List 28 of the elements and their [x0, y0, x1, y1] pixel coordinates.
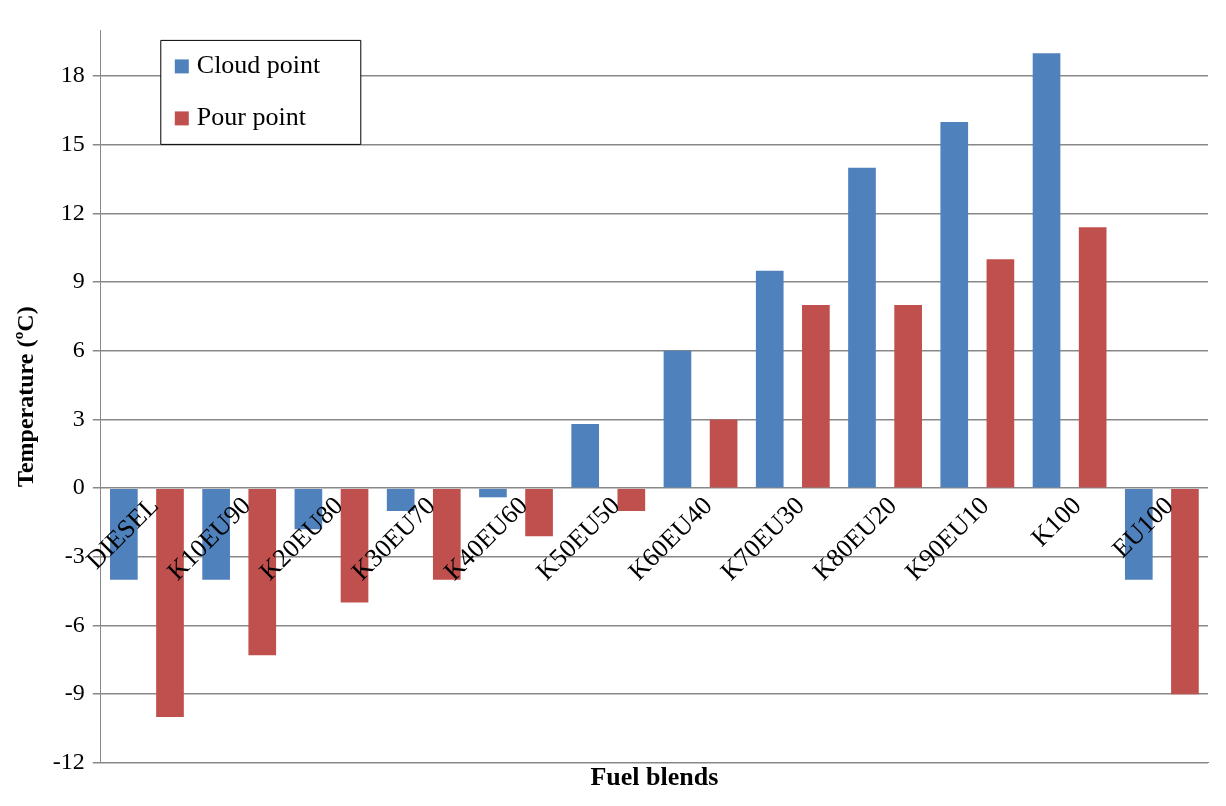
bar [479, 488, 507, 498]
y-tick-label: 18 [60, 61, 85, 88]
bar [940, 121, 969, 488]
bar [1171, 488, 1199, 695]
legend-label: Cloud point [196, 50, 322, 80]
y-tick-label: -3 [64, 542, 85, 569]
y-tick-label: -12 [52, 748, 85, 775]
x-axis-title: Fuel blends [590, 762, 719, 792]
bar [848, 167, 876, 488]
bar [709, 419, 738, 488]
y-tick-label: 15 [60, 130, 85, 157]
legend-label: Pour point [196, 102, 307, 132]
y-tick-label: 9 [72, 267, 85, 294]
bar [755, 270, 784, 488]
y-tick-label: 12 [60, 198, 85, 225]
y-tick-label: 6 [72, 336, 85, 363]
bar [802, 305, 830, 488]
bar [986, 259, 1015, 488]
bar [663, 350, 692, 488]
bar [1032, 53, 1061, 488]
y-tick-label: 0 [72, 473, 85, 500]
bar [894, 305, 922, 488]
y-tick-label: -9 [64, 679, 85, 706]
y-tick-label: -6 [64, 610, 85, 637]
bar [1078, 227, 1107, 488]
bar [571, 424, 600, 488]
y-axis-title: Temperature (ºC) [11, 306, 38, 487]
y-tick-label: 3 [72, 404, 85, 431]
